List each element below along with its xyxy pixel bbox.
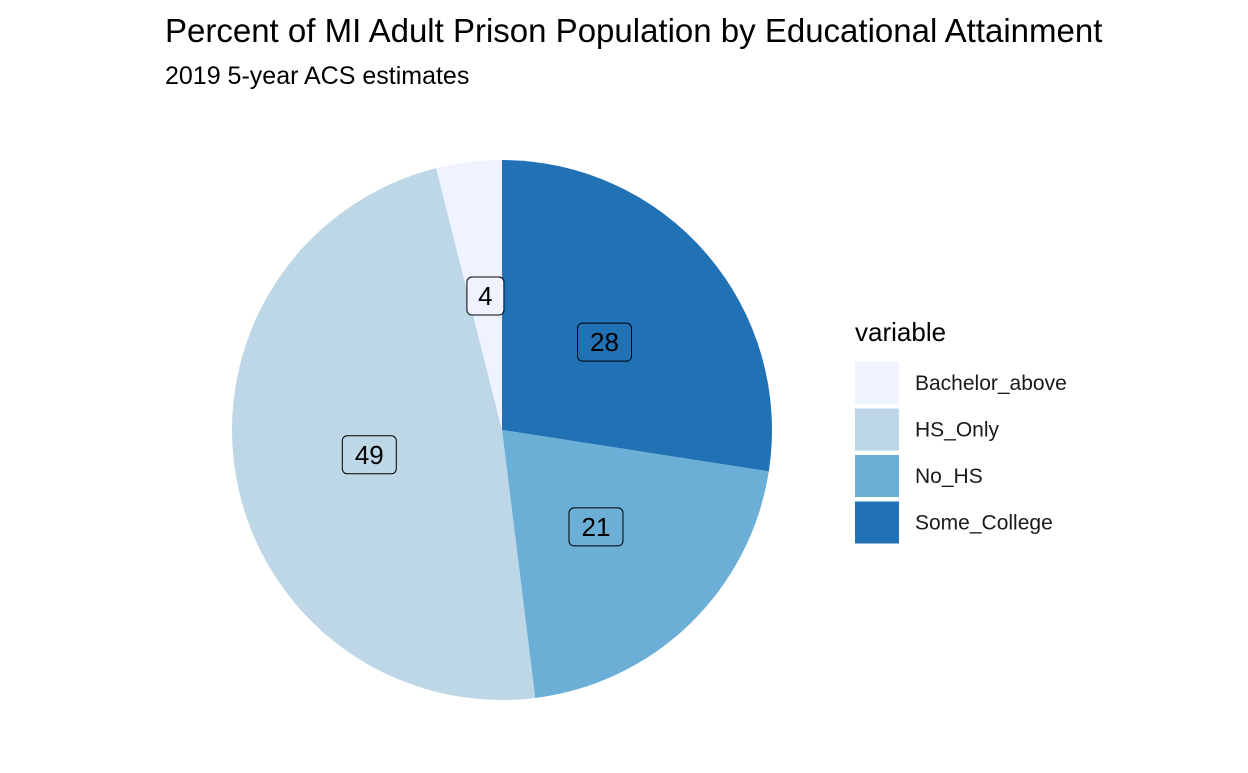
legend-label: HS_Only	[915, 419, 1000, 442]
slice-label-some-college: 28	[577, 322, 633, 362]
slice-label-hs-only: 49	[341, 435, 397, 475]
pie-slices	[231, 160, 772, 701]
slice-label-box	[568, 507, 624, 547]
slice-label-bachelor-above: 4	[466, 276, 505, 316]
pie-labels: 28 21 49 4	[341, 276, 633, 547]
pie-slice-no-hs	[502, 430, 769, 698]
legend-item-some-college: Some_College	[855, 501, 1053, 544]
slice-value-label: 4	[478, 281, 492, 311]
legend-label: Bachelor_above	[915, 372, 1067, 395]
slice-value-label: 28	[590, 327, 619, 357]
slice-label-no-hs: 21	[568, 507, 624, 547]
legend-item-no-hs: No_HS	[855, 455, 983, 497]
pie-slice-hs-only	[231, 168, 536, 701]
legend-items: Bachelor_above HS_Only No_HS Some_College	[855, 362, 1067, 544]
legend: variable Bachelor_above HS_Only No_HS Some_…	[855, 317, 1067, 544]
slice-value-label: 21	[582, 512, 611, 542]
legend-item-hs-only: HS_Only	[855, 408, 1000, 451]
chart-title: Percent of MI Adult Prison Population by…	[165, 12, 1102, 49]
chart-subtitle: 2019 5-year ACS estimates	[165, 62, 469, 90]
legend-title: variable	[855, 317, 946, 347]
slice-value-label: 49	[355, 440, 384, 470]
legend-key	[855, 362, 899, 404]
legend-key	[855, 501, 899, 544]
legend-label: No_HS	[915, 465, 983, 488]
pie-slice-some-college	[502, 160, 772, 472]
legend-key	[855, 455, 899, 497]
legend-key	[855, 408, 899, 451]
slice-label-box	[577, 322, 633, 362]
slice-label-box	[341, 435, 397, 475]
slice-label-box	[466, 276, 505, 316]
legend-label: Some_College	[915, 512, 1053, 535]
legend-item-bachelor-above: Bachelor_above	[855, 362, 1067, 404]
